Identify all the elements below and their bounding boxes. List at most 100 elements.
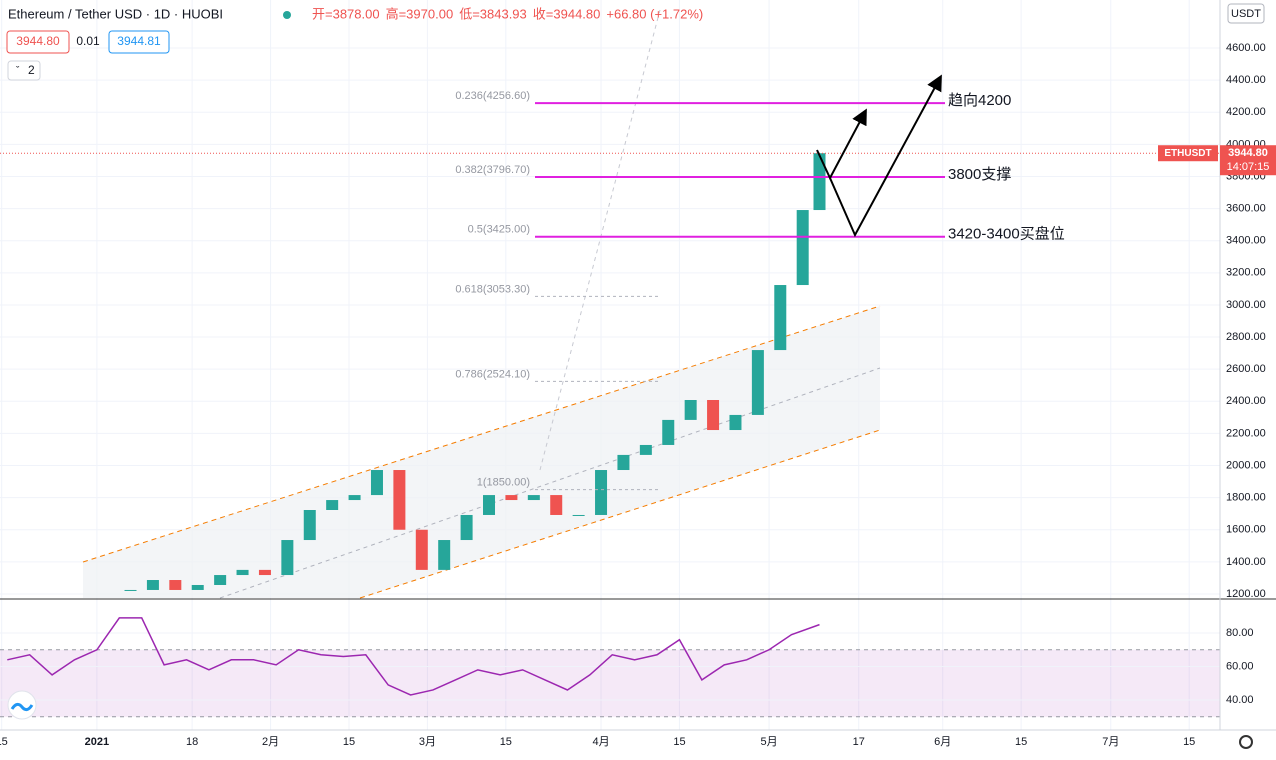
symbol-tag: ETHUSDT [1164, 148, 1211, 159]
channel-upper [82, 305, 881, 563]
y-tick-label: 2000.00 [1226, 459, 1266, 471]
candle [684, 400, 697, 420]
candle [370, 470, 383, 496]
logo-mark [10, 702, 34, 712]
ohlc-value: 收=3944.80 [533, 6, 601, 21]
x-tick-label: 15 [343, 736, 355, 748]
arrow-dip [829, 74, 942, 238]
y-tick-label: 1800.00 [1226, 492, 1266, 504]
y-tick-label: 4400.00 [1226, 74, 1266, 86]
candle [662, 419, 675, 445]
ohlc-value: 高=3970.00 [386, 6, 454, 21]
candle [258, 569, 271, 576]
channel-fill [83, 306, 880, 598]
y-tick-label: 40.00 [1226, 694, 1254, 706]
y-tick-label: 3200.00 [1226, 267, 1266, 279]
x-tick-label: 7月 [1102, 736, 1119, 748]
x-tick-label: 3月 [419, 736, 436, 748]
candle [236, 569, 249, 576]
channel-lower [359, 429, 881, 599]
y-tick-label: 3400.00 [1226, 235, 1266, 247]
ohlc-value: 开=3878.00 [312, 6, 380, 21]
y-tick-label: 1600.00 [1226, 524, 1266, 536]
x-tick-label: 18 [186, 736, 198, 748]
bid-box[interactable] [6, 30, 70, 54]
y-tick-label: 3000.00 [1226, 299, 1266, 311]
fib-label: 0.786(2524.10) [455, 368, 530, 380]
candle [483, 495, 496, 515]
bid: 3944.80 [16, 34, 60, 48]
annotation: 3420-3400买盘位 [948, 225, 1065, 243]
indicators-toggle[interactable] [7, 60, 41, 81]
candle [527, 495, 540, 501]
candle [191, 584, 204, 590]
candle [348, 495, 361, 501]
y-tick-label: 1400.00 [1226, 556, 1266, 568]
price-tag: 3944.80 [1228, 147, 1268, 159]
countdown: 14:07:15 [1227, 161, 1270, 173]
status-dot [283, 11, 291, 19]
y-tick-label: 4600.00 [1226, 42, 1266, 54]
y-tick-label: 80.00 [1226, 627, 1254, 639]
candle [550, 495, 563, 515]
ask: 3944.81 [117, 34, 161, 48]
candle [214, 575, 227, 585]
y-tick-label: 3600.00 [1226, 202, 1266, 214]
fib-label: 0.5(3425.00) [468, 224, 530, 236]
candle [326, 500, 339, 511]
y-tick-label: 60.00 [1226, 660, 1254, 672]
y-tick-label: 2800.00 [1226, 331, 1266, 343]
fib-label: 0.382(3796.70) [455, 164, 530, 176]
candle [415, 529, 428, 570]
candle [505, 495, 518, 501]
y-tick-label: 4200.00 [1226, 106, 1266, 118]
fib-label: 0.236(4256.60) [455, 90, 530, 102]
symbol-tag-bg [1158, 145, 1218, 162]
candle [707, 400, 720, 431]
annotation: 3800支撑 [948, 166, 1011, 183]
y-tick-label: 2400.00 [1226, 395, 1266, 407]
candle [393, 470, 406, 530]
candle [169, 580, 182, 590]
x-tick-label: 15 [673, 736, 685, 748]
symbol: Ethereum / Tether USD · 1D · HUOBI [8, 6, 223, 21]
candle [796, 210, 809, 286]
candle [595, 470, 608, 515]
fib-label: 0.618(3053.30) [455, 283, 530, 295]
y-tick-label: 2200.00 [1226, 427, 1266, 439]
price-tag-bg [1220, 145, 1276, 176]
candle [303, 510, 316, 541]
x-tick-label: 6月 [934, 736, 951, 748]
candle [124, 589, 137, 591]
candle [460, 514, 473, 541]
ask-box[interactable] [108, 30, 170, 54]
x-tick-label: 15 [1183, 736, 1195, 748]
chevron: ˇ [16, 65, 20, 77]
candle [146, 580, 159, 590]
x-tick-label: 5月 [761, 736, 778, 748]
x-tick-label: 15 [500, 736, 512, 748]
ohlc-value: +66.80 (+1.72%) [606, 6, 703, 21]
spread: 0.01 [76, 34, 100, 48]
indicator-count: 2 [28, 63, 35, 77]
candle [281, 540, 294, 576]
ohlc-value: 低=3843.93 [459, 6, 527, 21]
candle [639, 444, 652, 455]
x-tick-label: 2021 [85, 736, 109, 748]
x-tick-label: 17 [853, 736, 865, 748]
rsi-band [0, 649, 1220, 717]
candle [438, 540, 451, 570]
x-tick-label: 15 [0, 736, 8, 748]
x-tick-label: 15 [1015, 736, 1027, 748]
candle [729, 414, 742, 431]
candle [617, 454, 630, 471]
rsi-line [7, 617, 820, 696]
candle [572, 514, 585, 516]
candle [813, 153, 826, 211]
currency-box[interactable] [1227, 3, 1265, 24]
settings[interactable] [1239, 735, 1253, 749]
candle [751, 350, 764, 415]
